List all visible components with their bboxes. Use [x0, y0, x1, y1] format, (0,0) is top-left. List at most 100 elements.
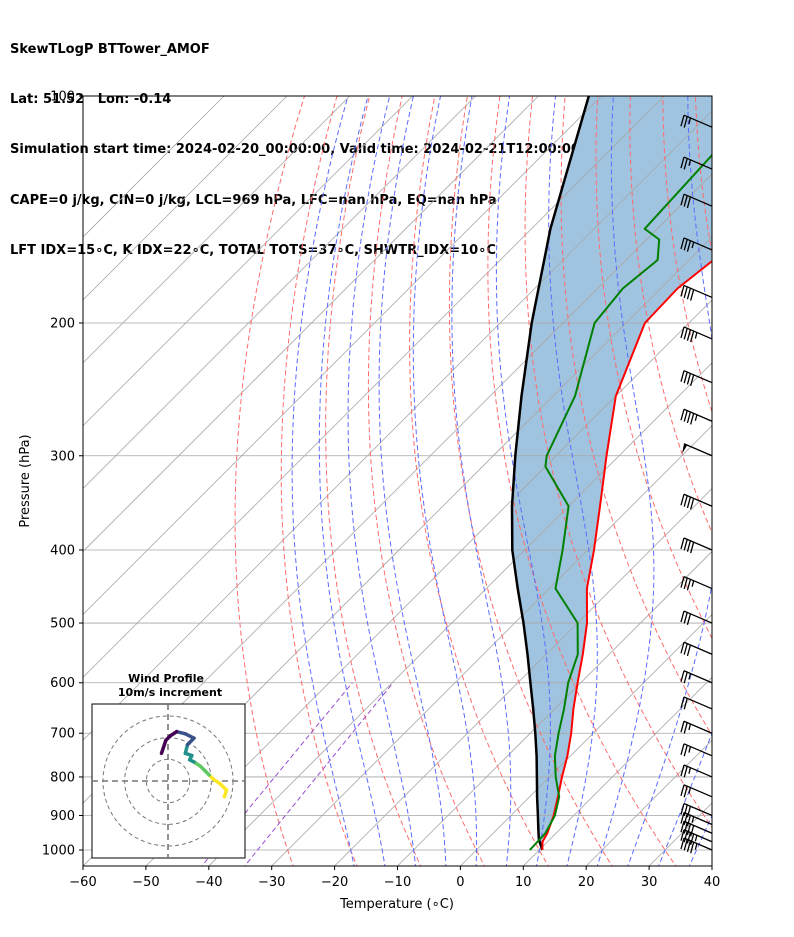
moist-adiabat-line: [378, 96, 447, 866]
hodograph-title: Wind Profile: [128, 672, 204, 685]
wind-barb: [680, 370, 713, 386]
dry-adiabat-line: [280, 96, 358, 866]
dry-adiabat-line: [759, 79, 794, 869]
isotherm-line: [83, 96, 225, 238]
isotherm-line: [460, 613, 712, 866]
y-tick-label: 800: [50, 770, 75, 785]
x-tick-label: 0: [456, 875, 464, 890]
y-tick-label: 1000: [42, 844, 75, 859]
wind-barb: [680, 408, 713, 425]
wind-barb: [680, 493, 713, 510]
moist-adiabat-line: [291, 96, 355, 866]
dry-adiabat-line: [595, 96, 712, 640]
x-tick-label: 10: [515, 875, 532, 890]
y-tick-label: 500: [50, 617, 75, 632]
dry-adiabat-line: [409, 96, 549, 866]
wind-barb: [680, 193, 713, 209]
wind-barb: [680, 820, 713, 837]
isotherm-line: [523, 676, 712, 866]
isotherm-line: [208, 362, 712, 866]
moist-adiabat-line: [596, 96, 655, 866]
wind-barb: [680, 802, 713, 818]
moist-adiabat-line: [658, 731, 712, 866]
wind-barbs: [680, 114, 713, 854]
y-tick-label: 400: [50, 543, 75, 558]
wind-barb: [680, 641, 713, 657]
wind-barb: [680, 575, 713, 591]
hodograph-subtitle: 10m/s increment: [118, 686, 222, 699]
isotherm-line: [334, 488, 712, 866]
x-axis-label: Temperature (∘C): [339, 897, 454, 912]
wind-barb: [680, 829, 713, 846]
wind-barb: [680, 114, 713, 128]
chart-title: SkewTLogP BTTower_AMOF: [10, 41, 210, 57]
y-tick-label: 200: [50, 316, 75, 331]
dry-adiabat-line: [560, 96, 712, 737]
chart-header: SkewTLogP BTTower_AMOF Lat: 51.52 Lon: -…: [10, 8, 603, 277]
wind-barb: [680, 696, 713, 710]
dry-adiabat-line: [234, 96, 306, 866]
isotherm-line: [711, 865, 712, 866]
parcel-profile-line: [510, 96, 591, 851]
stability-line: CAPE=0 j/kg, CIN=0 j/kg, LCL=969 hPa, LF…: [10, 192, 497, 208]
mixing-ratio-line: [244, 682, 394, 866]
profile-layer: [510, 96, 712, 851]
x-tick-label: −60: [69, 875, 96, 890]
wind-barb: [680, 743, 713, 757]
x-tick-label: −20: [321, 875, 348, 890]
hodograph-inset: Wind Profile 10m/s increment: [91, 672, 246, 859]
wind-barb: [680, 784, 713, 798]
isotherm-line: [83, 96, 476, 490]
dry-adiabat-line: [662, 96, 712, 414]
wind-barb: [680, 537, 713, 554]
isotherm-line: [83, 96, 539, 553]
wind-barb: [680, 811, 713, 827]
moist-adiabat-line: [412, 96, 478, 866]
moist-adiabat-line: [495, 96, 551, 866]
isotherm-line: [271, 425, 712, 866]
y-tick-label: 600: [50, 676, 75, 691]
x-tick-label: −10: [384, 875, 411, 890]
moist-adiabat-line: [318, 96, 386, 866]
dry-adiabat-line: [727, 79, 794, 869]
moist-adiabat-line: [719, 96, 794, 869]
isotherm-line: [83, 96, 602, 615]
dry-adiabat-line: [367, 96, 486, 866]
moist-adiabat-line: [347, 96, 417, 866]
y-tick-label: 900: [50, 809, 75, 824]
moist-adiabat-line: [451, 96, 512, 866]
isotherm-line: [775, 96, 794, 866]
wind-barb: [680, 156, 713, 170]
dry-adiabat-line: [325, 96, 422, 866]
dewpoint-line: [529, 153, 712, 851]
wind-barb: [680, 326, 713, 343]
x-tick-label: 40: [704, 875, 721, 890]
y-axis-label: Pressure (hPa): [18, 434, 33, 527]
moist-adiabat-line: [627, 96, 712, 866]
index-line: LFT IDX=15∘C, K IDX=22∘C, TOTAL TOTS=37∘…: [10, 243, 496, 259]
hodograph-trace: [159, 738, 168, 756]
wind-barb: [680, 284, 713, 301]
dry-adiabat-line: [524, 96, 712, 829]
wind-barb: [680, 764, 713, 778]
isotherm-line: [83, 96, 665, 678]
isotherm-line: [83, 96, 351, 364]
isotherm-line: [83, 96, 413, 427]
moist-adiabat-line: [548, 96, 598, 866]
wind-barb: [680, 720, 713, 734]
dry-adiabat-line: [448, 96, 613, 866]
x-tick-label: −50: [132, 875, 159, 890]
wind-barb: [680, 610, 713, 625]
cape-fill-layer: [512, 96, 712, 850]
temperature-line: [541, 259, 712, 851]
isotherm-line: [83, 96, 288, 301]
wind-barb: [680, 237, 713, 252]
dry-adiabat-line: [487, 96, 677, 866]
x-tick-label: −40: [195, 875, 222, 890]
x-tick-label: 20: [578, 875, 595, 890]
wind-barb: [682, 443, 713, 457]
y-tick-label: 100: [50, 90, 75, 105]
x-tick-label: 30: [641, 875, 658, 890]
